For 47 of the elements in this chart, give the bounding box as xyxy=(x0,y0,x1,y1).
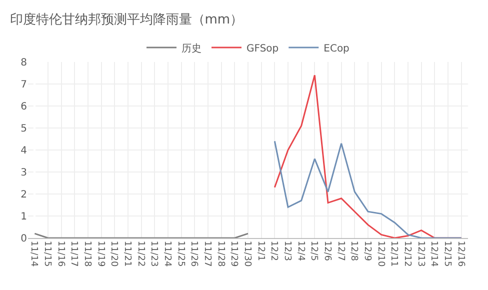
x-tick-label: 11/17 xyxy=(68,240,79,267)
x-tick-label: 12/8 xyxy=(348,240,359,262)
legend-label: GFSop xyxy=(246,43,279,54)
x-tick-label: 12/6 xyxy=(322,240,332,262)
y-tick-label: 6 xyxy=(20,102,27,112)
x-tick-label: 11/25 xyxy=(175,240,186,267)
x-tick-label: 12/14 xyxy=(428,240,439,268)
line-series xyxy=(274,140,462,238)
x-tick-label: 12/12 xyxy=(402,240,412,267)
x-tick-label: 11/28 xyxy=(215,240,226,268)
x-tick-label: 11/18 xyxy=(82,240,92,268)
y-tick-label: 0 xyxy=(20,234,27,244)
y-tick-label: 2 xyxy=(20,190,27,200)
x-tick-label: 12/10 xyxy=(375,240,386,268)
x-tick-label: 11/27 xyxy=(202,240,212,267)
y-tick-label: 8 xyxy=(20,58,27,68)
x-tick-label: 12/16 xyxy=(455,240,466,268)
x-tick-label: 12/9 xyxy=(362,240,372,262)
x-tick-label: 11/23 xyxy=(148,240,159,267)
x-tick-label: 11/21 xyxy=(122,240,132,267)
x-tick-label: 12/11 xyxy=(388,240,399,267)
x-tick-label: 11/30 xyxy=(242,240,252,268)
x-tick-label: 11/29 xyxy=(228,240,239,268)
legend-label: ECop xyxy=(324,43,350,54)
x-tick-label: 12/4 xyxy=(295,240,306,262)
x-tick-label: 11/14 xyxy=(28,240,39,268)
x-tick-label: 12/15 xyxy=(442,240,452,267)
x-tick-label: 12/2 xyxy=(268,240,279,262)
x-tick-label: 11/16 xyxy=(55,240,66,268)
y-tick-label: 1 xyxy=(20,212,27,222)
y-tick-label: 4 xyxy=(20,146,27,156)
x-tick-label: 11/24 xyxy=(162,240,172,268)
x-tick-label: 11/15 xyxy=(42,240,52,267)
chart-title: 印度特伦甘纳邦预测平均降雨量（mm） xyxy=(10,12,244,28)
x-tick-label: 12/13 xyxy=(415,240,426,267)
y-tick-label: 7 xyxy=(20,80,27,90)
y-tick-label: 5 xyxy=(20,124,27,134)
legend-label: 历史 xyxy=(182,42,202,54)
x-tick-label: 12/5 xyxy=(308,240,319,262)
y-tick-label: 3 xyxy=(20,168,27,178)
x-tick-label: 11/19 xyxy=(95,240,106,268)
x-tick-label: 11/22 xyxy=(135,240,146,267)
x-tick-label: 12/1 xyxy=(255,240,266,262)
x-tick-label: 12/7 xyxy=(335,240,346,262)
x-tick-label: 11/26 xyxy=(188,240,199,268)
x-tick-label: 12/3 xyxy=(282,240,292,262)
x-tick-label: 11/20 xyxy=(108,240,119,268)
